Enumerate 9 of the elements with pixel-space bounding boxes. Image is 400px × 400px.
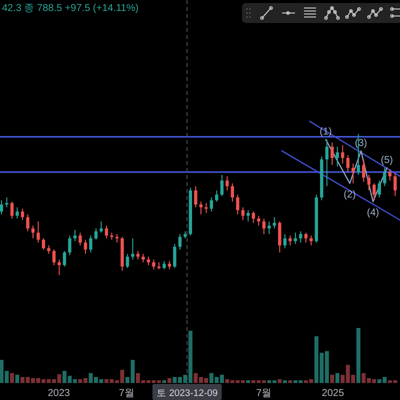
x-tick-label: 2025 xyxy=(322,388,344,399)
annotation: (5) xyxy=(380,154,393,166)
x-tick-label: 7월 xyxy=(256,388,272,399)
x-tick-label: 7월 xyxy=(118,388,134,399)
x-tick-label: 2023 xyxy=(48,388,70,399)
annotation: (4) xyxy=(366,208,380,219)
chart-title: 42.3 종 788.5 +97.5 (+14.11%) xyxy=(2,3,139,14)
ref-line-label: 토 2023-12-09 xyxy=(156,388,218,399)
annotation: (2) xyxy=(344,189,356,200)
